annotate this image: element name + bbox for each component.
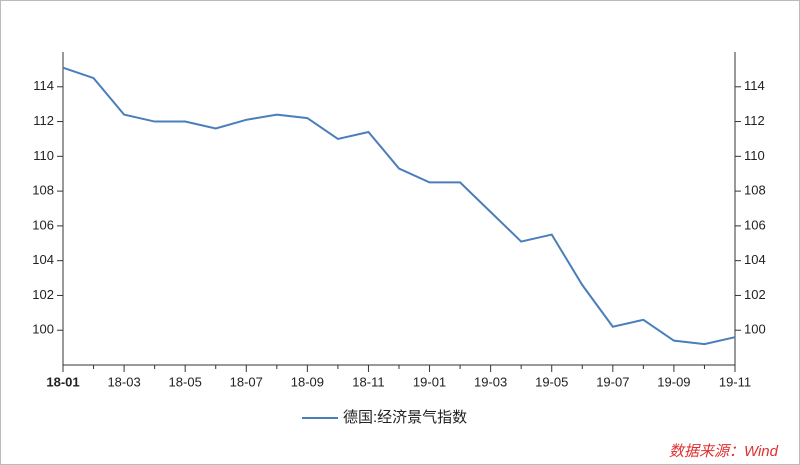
x-tick-label: 18-07 [230,374,263,389]
line [62,66,736,346]
y-tick-label: 108 [32,183,54,198]
x-tick-label: 19-11 [719,374,751,389]
x-tick-label: 18-11 [352,374,384,389]
y2-tick-label: 112 [744,113,765,128]
y2-tick-label: 106 [744,217,766,232]
x-tick-label: 18-05 [169,374,202,389]
x-tick-label: 18-01 [46,374,79,389]
y-tick-label: 100 [32,322,54,337]
x-tick-label: 19-03 [474,374,507,389]
x-tick-label: 19-07 [596,374,629,389]
y-tick-label: 104 [32,252,54,267]
x-tick-label: 18-09 [291,374,324,389]
x-tick-label: 19-09 [657,374,690,389]
y2-tick-label: 114 [744,78,765,93]
y2-tick-label: 102 [744,287,766,302]
y-tick-label: 106 [32,217,54,232]
y-tick-label: 110 [33,148,54,163]
y2-tick-label: 100 [744,322,766,337]
y-tick-label: 112 [33,113,54,128]
x-tick-label: 19-05 [535,374,568,389]
y2-tick-label: 110 [744,148,765,163]
x-tick-label: 19-01 [413,374,446,389]
x-tick-label: 18-03 [107,374,140,389]
legend-label: 德国:经济景气指数 [343,408,467,426]
y-tick-label: 114 [33,78,54,93]
y2-tick-label: 108 [744,183,766,198]
source-note: 数据来源：Wind [669,443,779,460]
y-tick-label: 102 [32,287,54,302]
y2-tick-label: 104 [744,252,766,267]
